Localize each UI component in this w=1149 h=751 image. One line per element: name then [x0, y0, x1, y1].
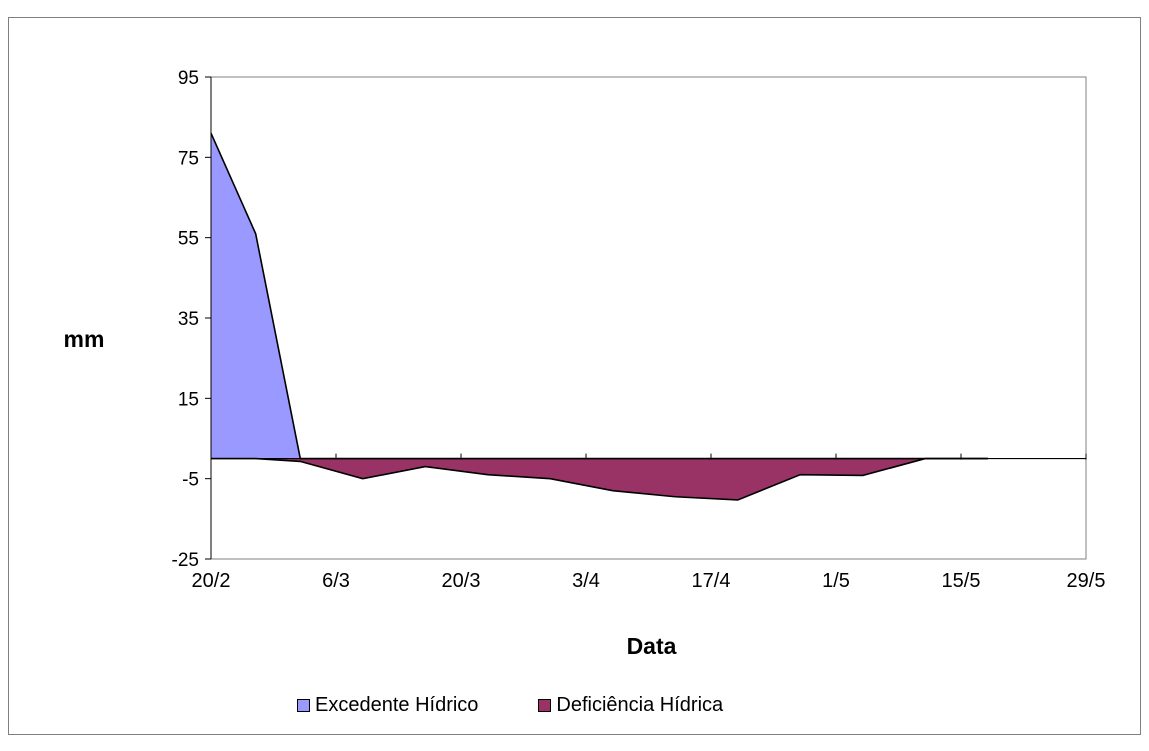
y-tick-label: -25: [172, 550, 199, 571]
area-excedente: [211, 133, 988, 459]
y-axis-title: mm: [64, 326, 105, 352]
x-tick-label: 15/5: [942, 570, 981, 592]
area-deficiencia: [211, 458, 988, 500]
x-tick-label: 6/3: [322, 570, 350, 592]
x-tick-label: 20/2: [192, 570, 231, 592]
legend-label-deficiencia: Deficiência Hídrica: [556, 693, 724, 716]
x-tick-label: 20/3: [442, 570, 481, 592]
y-tick-label: 15: [178, 389, 199, 410]
x-tick-label: 1/5: [822, 570, 850, 592]
y-tick-label: -5: [182, 470, 199, 491]
legend-item-excedente: Excedente Hídrico: [297, 694, 478, 717]
y-tick-label: 75: [178, 148, 199, 169]
y-tick-label: 95: [178, 68, 199, 89]
line-excedente: [210, 132, 988, 460]
legend-swatch-deficiencia: [538, 698, 552, 712]
x-axis-title: Data: [627, 633, 677, 659]
legend: Excedente Hídrico Deficiência Hídrica: [297, 692, 723, 718]
x-tick-label: 17/4: [692, 570, 731, 592]
x-tick-label: 3/4: [572, 570, 600, 592]
legend-swatch-excedente: [297, 698, 310, 712]
y-tick-label: 55: [178, 229, 199, 250]
line-deficiencia: [211, 457, 988, 501]
x-tick-label: 29/5: [1067, 570, 1106, 592]
y-tick-label: 35: [178, 309, 199, 330]
legend-label-excedente: Excedente Hídrico: [315, 693, 479, 716]
legend-item-deficiencia: Deficiência Hídrica: [538, 694, 723, 717]
